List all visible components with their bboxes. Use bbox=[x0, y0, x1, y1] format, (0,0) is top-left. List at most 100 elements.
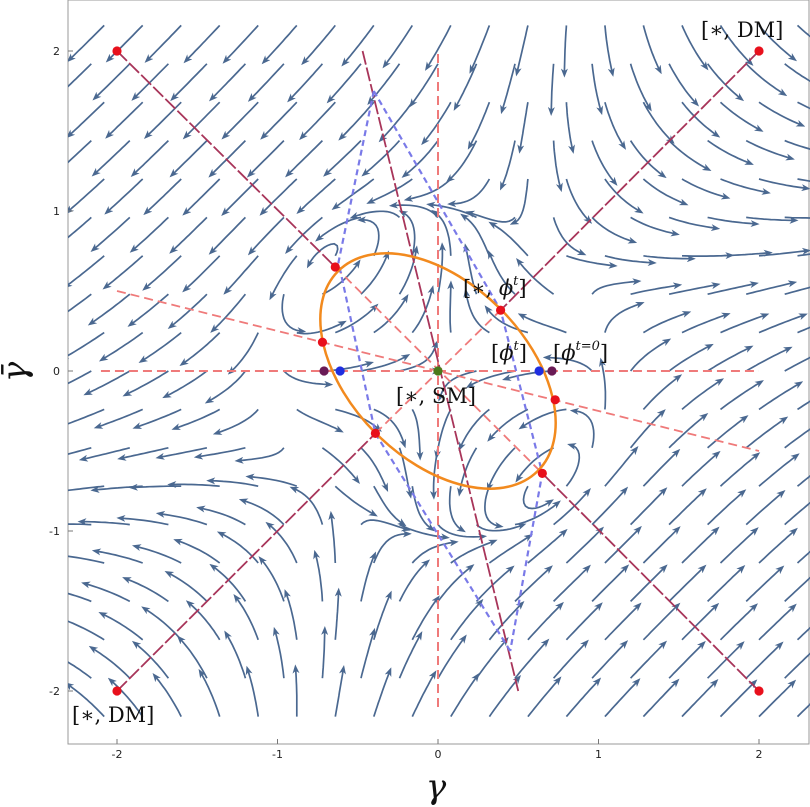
streamline-arrow bbox=[629, 564, 668, 603]
streamline-arrow bbox=[234, 447, 285, 464]
streamline-arrow bbox=[208, 63, 247, 102]
streamline-arrow bbox=[681, 450, 721, 487]
streamline-arrow bbox=[326, 63, 362, 104]
streamline-arrow bbox=[323, 139, 362, 177]
streamline-arrow bbox=[668, 282, 721, 296]
streamline-arrow bbox=[283, 370, 334, 388]
streamline-arrow bbox=[338, 101, 375, 141]
streamline-arrow bbox=[719, 452, 761, 487]
streamline-arrow bbox=[629, 63, 652, 112]
streamline-arrow bbox=[373, 408, 407, 449]
streamline-arrow bbox=[566, 255, 618, 269]
streamline-arrow bbox=[162, 370, 208, 399]
streamline-arrow bbox=[719, 679, 758, 718]
annotation-phi-t: [ϕt] bbox=[491, 339, 527, 365]
streamline-arrow bbox=[78, 446, 131, 462]
streamline-arrow bbox=[707, 216, 760, 228]
streamline-arrow bbox=[198, 668, 221, 717]
streamline-arrow bbox=[591, 564, 630, 603]
streamline-arrow bbox=[642, 526, 681, 564]
streamline-arrow bbox=[183, 24, 221, 64]
streamline-arrow bbox=[796, 24, 810, 38]
streamline-arrow bbox=[285, 139, 324, 178]
streamline-arrow bbox=[784, 652, 810, 679]
streamline-arrow bbox=[599, 357, 607, 410]
streamline-arrow bbox=[518, 408, 567, 430]
streamline-arrow bbox=[127, 293, 169, 327]
streamline-arrow bbox=[144, 24, 182, 63]
streamline-arrow bbox=[334, 587, 342, 640]
streamline-arrow bbox=[306, 242, 339, 269]
streamline-arrow bbox=[176, 635, 208, 679]
streamline-arrow bbox=[565, 178, 593, 224]
streamline-arrow bbox=[796, 475, 810, 487]
fixed-points bbox=[112, 46, 764, 696]
streamline-arrow bbox=[758, 679, 797, 718]
streamline-arrow bbox=[450, 598, 484, 641]
streamline-arrow bbox=[797, 101, 810, 110]
streamline-arrow bbox=[552, 639, 589, 679]
y-tick-label: 2 bbox=[53, 45, 60, 58]
streamline-arrow bbox=[591, 640, 629, 679]
streamline-arrow bbox=[68, 408, 105, 425]
streamline-arrow bbox=[68, 101, 105, 139]
streamline-arrow bbox=[565, 443, 581, 487]
streamline-arrow bbox=[193, 446, 246, 460]
streamline-arrow bbox=[398, 631, 423, 679]
streamline-arrow bbox=[796, 626, 810, 641]
streamline-arrow bbox=[746, 216, 799, 224]
streamline-arrow bbox=[707, 565, 746, 603]
streamline-arrow bbox=[681, 101, 721, 138]
blue-fixed-point bbox=[534, 366, 544, 376]
streamline-arrow bbox=[321, 447, 360, 485]
streamline-arrow bbox=[745, 280, 798, 296]
streamline-arrow bbox=[527, 528, 568, 564]
streamline-arrow bbox=[569, 407, 595, 448]
streamline-arrow bbox=[642, 311, 692, 334]
streamline-arrow bbox=[463, 288, 490, 334]
streamline-arrow bbox=[143, 178, 182, 216]
streamline-arrow bbox=[681, 25, 709, 71]
streamline-arrow bbox=[313, 549, 324, 602]
streamline-arrow bbox=[167, 293, 208, 329]
streamline-arrow bbox=[122, 577, 169, 603]
streamline-arrow bbox=[357, 216, 380, 257]
diagonal-line bbox=[499, 50, 760, 311]
streamline-arrow bbox=[706, 63, 745, 102]
streamline-arrow bbox=[171, 408, 221, 430]
streamline-arrow bbox=[301, 24, 336, 66]
streamline-arrow bbox=[487, 408, 529, 442]
streamline-arrow bbox=[758, 603, 797, 641]
streamline-arrow bbox=[681, 602, 720, 641]
red-fixed-point bbox=[754, 46, 764, 56]
diagonal-line bbox=[116, 432, 377, 692]
streamline-arrow bbox=[361, 140, 401, 177]
streamlines bbox=[68, 24, 810, 718]
streamline-arrow bbox=[784, 216, 810, 219]
streamline-arrow bbox=[401, 140, 439, 178]
streamline-arrow bbox=[299, 101, 336, 141]
streamline-arrow bbox=[208, 139, 247, 178]
streamline-arrow bbox=[668, 63, 700, 107]
green-fixed-point bbox=[433, 366, 443, 376]
streamline-arrow bbox=[719, 527, 759, 564]
streamline-arrow bbox=[475, 636, 509, 679]
streamline-arrow bbox=[517, 102, 529, 154]
streamline-arrow bbox=[68, 255, 105, 289]
streamline-arrow bbox=[68, 216, 92, 239]
purple-fixed-point bbox=[319, 366, 329, 376]
streamline-arrow bbox=[68, 24, 105, 63]
x-axis-label: γ bbox=[426, 767, 447, 807]
streamline-arrow bbox=[349, 210, 401, 219]
streamline-arrow bbox=[642, 25, 662, 75]
streamline-arrow bbox=[565, 602, 603, 641]
streamline-arrow bbox=[604, 254, 657, 266]
streamline-arrow bbox=[447, 178, 491, 208]
streamline-arrow bbox=[403, 178, 452, 202]
diagonal-line bbox=[541, 472, 760, 692]
streamline-arrow bbox=[668, 640, 706, 679]
streamline-arrow bbox=[475, 523, 527, 532]
streamline-arrow bbox=[514, 25, 529, 77]
streamline-arrow bbox=[260, 101, 298, 140]
streamline-arrow bbox=[450, 539, 498, 564]
